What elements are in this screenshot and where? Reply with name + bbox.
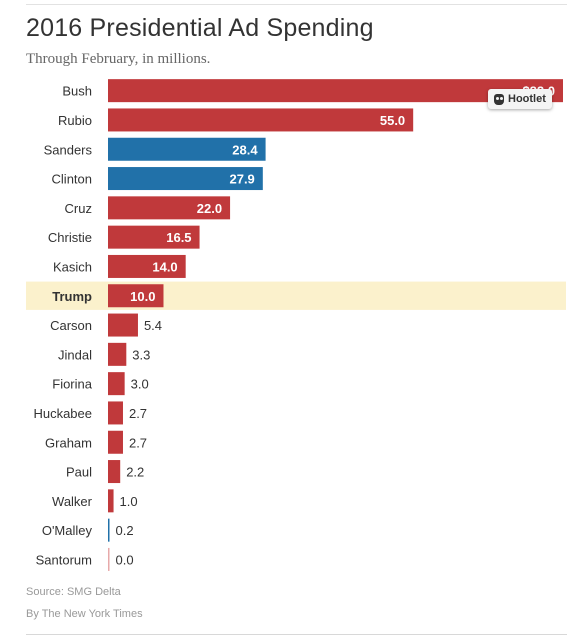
chart-subtitle: Through February, in millions. [26,51,211,67]
value-label-sanders: 28.4 [232,142,258,157]
value-label-paul: 2.2 [126,465,144,480]
bar-kasich [108,254,186,278]
category-label-clinton: Clinton [52,172,92,187]
bar-christie [108,225,200,249]
category-label-omalley: O'Malley [42,523,93,538]
value-label-graham: 2.7 [129,435,147,450]
category-label-christie: Christie [48,230,92,245]
bar-trump [108,284,164,308]
category-label-graham: Graham [45,435,92,450]
bar-fiorina [108,372,125,396]
bar-bush [108,79,563,103]
top-rule [26,4,567,5]
value-label-santorum: 0.0 [116,552,134,567]
category-label-trump: Trump [52,289,92,304]
value-label-kasich: 14.0 [152,259,177,274]
value-label-omalley: 0.2 [116,523,134,538]
value-label-christie: 16.5 [166,230,191,245]
category-label-paul: Paul [66,465,92,480]
category-label-cruz: Cruz [65,201,92,216]
bar-paul [108,460,121,484]
value-label-walker: 1.0 [120,494,138,509]
highlight-row-trump [26,281,566,310]
category-label-fiorina: Fiorina [52,377,93,392]
category-label-carson: Carson [50,318,92,333]
owl-icon [494,93,504,105]
value-label-carson: 5.4 [144,318,162,333]
category-label-walker: Walker [52,494,93,509]
value-label-fiorina: 3.0 [131,377,149,392]
bar-clinton [108,167,263,191]
category-label-bush: Bush [62,84,92,99]
bar-rubio [108,108,414,132]
bar-huckabee [108,401,123,425]
hootlet-label: Hootlet [508,93,546,105]
hootlet-button[interactable]: Hootlet [488,89,552,109]
category-label-sanders: Sanders [44,142,93,157]
value-label-jindal: 3.3 [132,347,150,362]
value-label-cruz: 22.0 [197,201,222,216]
category-label-huckabee: Huckabee [33,406,92,421]
value-label-rubio: 55.0 [380,113,405,128]
value-label-trump: 10.0 [130,289,155,304]
bar-carson [108,313,138,337]
category-label-kasich: Kasich [53,259,92,274]
bar-jindal [108,342,127,366]
bottom-rule [26,634,567,635]
bar-chart: Bush$82.0Rubio55.0Sanders28.4Clinton27.9… [26,79,566,571]
bar-cruz [108,196,231,220]
category-label-jindal: Jindal [58,347,92,362]
category-label-rubio: Rubio [58,113,92,128]
credit-note: By The New York Times [26,608,143,620]
category-label-santorum: Santorum [36,552,92,567]
bar-walker [108,489,114,513]
value-label-huckabee: 2.7 [129,406,147,421]
bar-sanders [108,137,266,161]
bar-graham [108,430,123,454]
source-note: Source: SMG Delta [26,586,121,598]
chart-title: 2016 Presidential Ad Spending [26,14,374,42]
value-label-clinton: 27.9 [229,172,254,187]
bar-santorum [108,547,110,571]
bar-omalley [108,518,110,542]
